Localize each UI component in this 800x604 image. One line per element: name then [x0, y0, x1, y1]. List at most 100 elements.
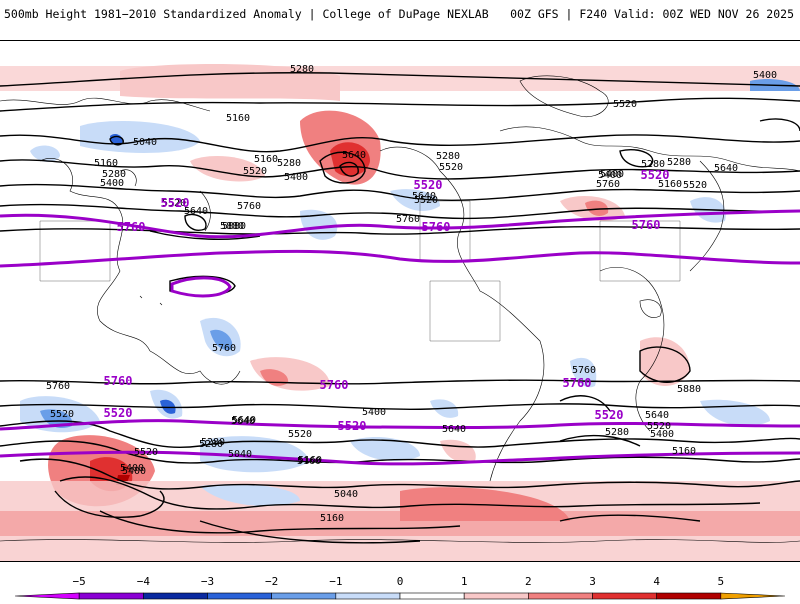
- colorbar-segment: [592, 592, 657, 600]
- highlight-label: 5520: [595, 408, 624, 422]
- contour-label: 5280: [199, 439, 223, 450]
- contour-label: 5280: [436, 151, 460, 162]
- map-frame: 5280 5160 5040 5160 5280 5400 5520 5640 …: [0, 40, 800, 562]
- contour-label: 5400: [122, 466, 146, 477]
- colorbar-tick-label: 5: [717, 575, 725, 588]
- highlight-contours: [0, 209, 800, 466]
- contour-label: 5280: [667, 157, 691, 168]
- contour-label: 5520: [50, 409, 74, 420]
- highlight-label: 5520: [641, 168, 670, 182]
- contour-label: 5280: [605, 427, 629, 438]
- colorbar-segment: [143, 592, 208, 600]
- colorbar-segment: [14, 592, 80, 600]
- colorbar-segment: [335, 592, 401, 600]
- contour-label: 5880: [677, 384, 701, 395]
- colorbar-segment: [720, 592, 786, 600]
- contour-label: 5400: [100, 178, 124, 189]
- contour-label: 5280: [641, 159, 665, 170]
- highlight-label: 5520: [104, 406, 133, 420]
- contour-label: 5160: [297, 456, 321, 467]
- contour-label: 5040: [133, 137, 157, 148]
- contour-label: 5400: [753, 70, 777, 81]
- contour-label: 5040: [228, 449, 252, 460]
- contour-label: 5520: [134, 447, 158, 458]
- colorbar-tick-label: 1: [460, 575, 468, 588]
- colorbar-segment: [399, 592, 465, 600]
- colorbar-svg: [14, 592, 786, 600]
- contour-label: 5760: [396, 214, 420, 225]
- colorbar-segment: [656, 592, 722, 600]
- colorbar-tick-label: −4: [136, 575, 150, 588]
- colorbar-segment: [78, 592, 144, 600]
- contour-label: 5880: [220, 221, 244, 232]
- colorbar-segment: [528, 592, 593, 600]
- highlight-label: 5760: [563, 376, 592, 390]
- header: 500mb Height 1981−2010 Standardized Anom…: [0, 0, 800, 28]
- contour-label: 5760: [212, 343, 236, 354]
- chart-title: 500mb Height 1981−2010 Standardized Anom…: [4, 7, 489, 21]
- contour-label: 5760: [237, 201, 261, 212]
- contour-label: 5160: [226, 113, 250, 124]
- contour-label: 5520: [439, 162, 463, 173]
- highlight-label: 5520: [414, 178, 443, 192]
- contour-label: 5160: [94, 158, 118, 169]
- contour-label: 5280: [201, 437, 225, 448]
- contour-label: 5520: [414, 195, 438, 206]
- contour-label: 5520: [288, 429, 312, 440]
- contour-label: 5640: [645, 410, 669, 421]
- highlight-label: 5520: [161, 196, 190, 210]
- contour-label-group: 5280 5160 5040 5160 5280 5400 5520 5640 …: [46, 64, 777, 524]
- contour-label: 5160: [298, 455, 322, 466]
- colorbar-tick-label: −1: [329, 575, 343, 588]
- contour-label: 5520: [613, 99, 637, 110]
- anomaly-shading: [0, 64, 800, 561]
- colorbar-segment: [207, 592, 272, 600]
- colorbar-segment: [271, 592, 337, 600]
- contour-label: 5640: [231, 416, 255, 427]
- colorbar-tick-label: 3: [589, 575, 596, 588]
- contour-label: 5280: [290, 64, 314, 75]
- map-canvas: 5280 5160 5040 5160 5280 5400 5520 5640 …: [0, 41, 800, 561]
- contour-label: 5640: [442, 424, 466, 435]
- colorbar-tick-label: −5: [72, 575, 86, 588]
- highlight-label: 5760: [422, 220, 451, 234]
- contour-label: 5160: [320, 513, 344, 524]
- contour-label: 5160: [254, 154, 278, 165]
- colorbar: −5 −4 −3 −2 −1 0 1 2 3 4 5: [0, 575, 800, 600]
- contour-label: 5160: [658, 179, 682, 190]
- contour-label: 5400: [600, 169, 624, 180]
- contour-label: 5640: [342, 150, 366, 161]
- highlight-label-group: 5520 5760 5520 5760 5520 5760 5760 5760 …: [104, 168, 670, 433]
- contour-label: 5400: [362, 407, 386, 418]
- colorbar-segment: [463, 592, 529, 600]
- contour-label: 5520: [162, 198, 186, 209]
- colorbar-segments: [14, 592, 786, 600]
- colorbar-tick-label: 2: [525, 575, 532, 588]
- highlight-label: 5760: [632, 218, 661, 232]
- highlight-label: 5760: [320, 378, 349, 392]
- run-info: 00Z GFS | F240 Valid: 00Z WED NOV 26 202…: [510, 7, 794, 21]
- contour-label: 5280: [277, 158, 301, 169]
- contour-label: 5400: [598, 170, 622, 181]
- contour-label: 5520: [243, 166, 267, 177]
- contour-label: 5400: [284, 172, 308, 183]
- contour-label: 5280: [102, 169, 126, 180]
- height-contours: [0, 72, 800, 544]
- contour-label: 5640: [184, 206, 208, 217]
- contour-label: 5640: [232, 415, 256, 426]
- colorbar-tick-label: 4: [653, 575, 660, 588]
- contour-label: 5640: [714, 163, 738, 174]
- contour-label: 5400: [650, 429, 674, 440]
- highlight-label: 5760: [117, 220, 146, 234]
- contour-label: 5640: [412, 191, 436, 202]
- contour-label: 5760: [46, 381, 70, 392]
- highlight-label: 5760: [104, 374, 133, 388]
- highlight-label: 5520: [338, 419, 367, 433]
- contour-label: 5160: [672, 446, 696, 457]
- colorbar-tick-label: 0: [396, 575, 404, 588]
- colorbar-tick-label: −2: [265, 575, 279, 588]
- contour-label: 5520: [647, 421, 671, 432]
- colorbar-tick-label: −3: [200, 575, 215, 588]
- contour-label: 5520: [683, 180, 707, 191]
- contour-label: 5880: [222, 221, 246, 232]
